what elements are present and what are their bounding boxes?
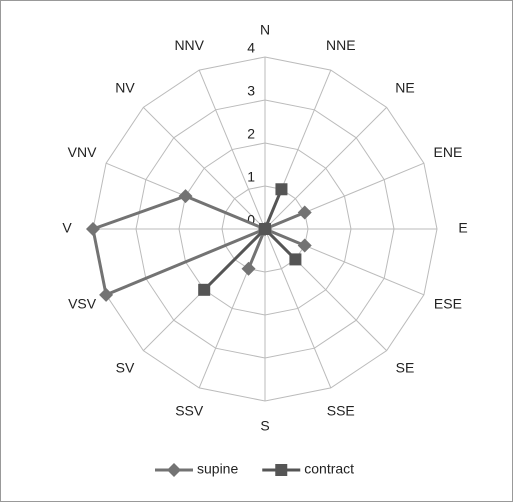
marker — [178, 189, 193, 204]
legend-marker — [167, 463, 181, 477]
category-label: SSE — [327, 403, 355, 419]
grid-ring — [178, 142, 352, 316]
marker — [259, 223, 271, 235]
category-label: ENE — [434, 144, 463, 160]
tick-label: 3 — [247, 83, 255, 99]
category-label: ESE — [434, 295, 462, 311]
grid-ring — [221, 185, 309, 273]
marker — [275, 183, 288, 196]
marker — [198, 283, 211, 296]
tick-label: 2 — [247, 126, 255, 142]
category-label: VSV — [68, 295, 97, 311]
category-label: NE — [395, 80, 414, 96]
category-label: N — [260, 22, 270, 38]
category-label: SE — [396, 360, 415, 376]
category-label: S — [260, 418, 269, 434]
category-label: V — [62, 220, 72, 236]
category-label: NV — [115, 80, 135, 96]
marker — [297, 205, 312, 220]
tick-label: 0 — [247, 212, 255, 228]
tick-label: 1 — [247, 169, 255, 185]
marker — [99, 287, 114, 302]
legend-marker — [275, 464, 288, 476]
category-label: E — [458, 220, 467, 236]
category-label: SSV — [175, 403, 204, 419]
category-label: NNV — [174, 37, 204, 53]
legend-label: supine — [197, 461, 238, 477]
category-label: SV — [116, 360, 135, 376]
marker — [241, 261, 256, 276]
category-label: NNE — [326, 37, 356, 53]
category-label: VNV — [68, 144, 97, 160]
grid-ring — [92, 56, 438, 402]
marker — [86, 222, 100, 236]
tick-label: 4 — [247, 40, 255, 56]
legend-label: contract — [304, 461, 354, 477]
grid-ring — [135, 99, 395, 359]
marker — [289, 253, 302, 266]
marker — [297, 238, 312, 253]
